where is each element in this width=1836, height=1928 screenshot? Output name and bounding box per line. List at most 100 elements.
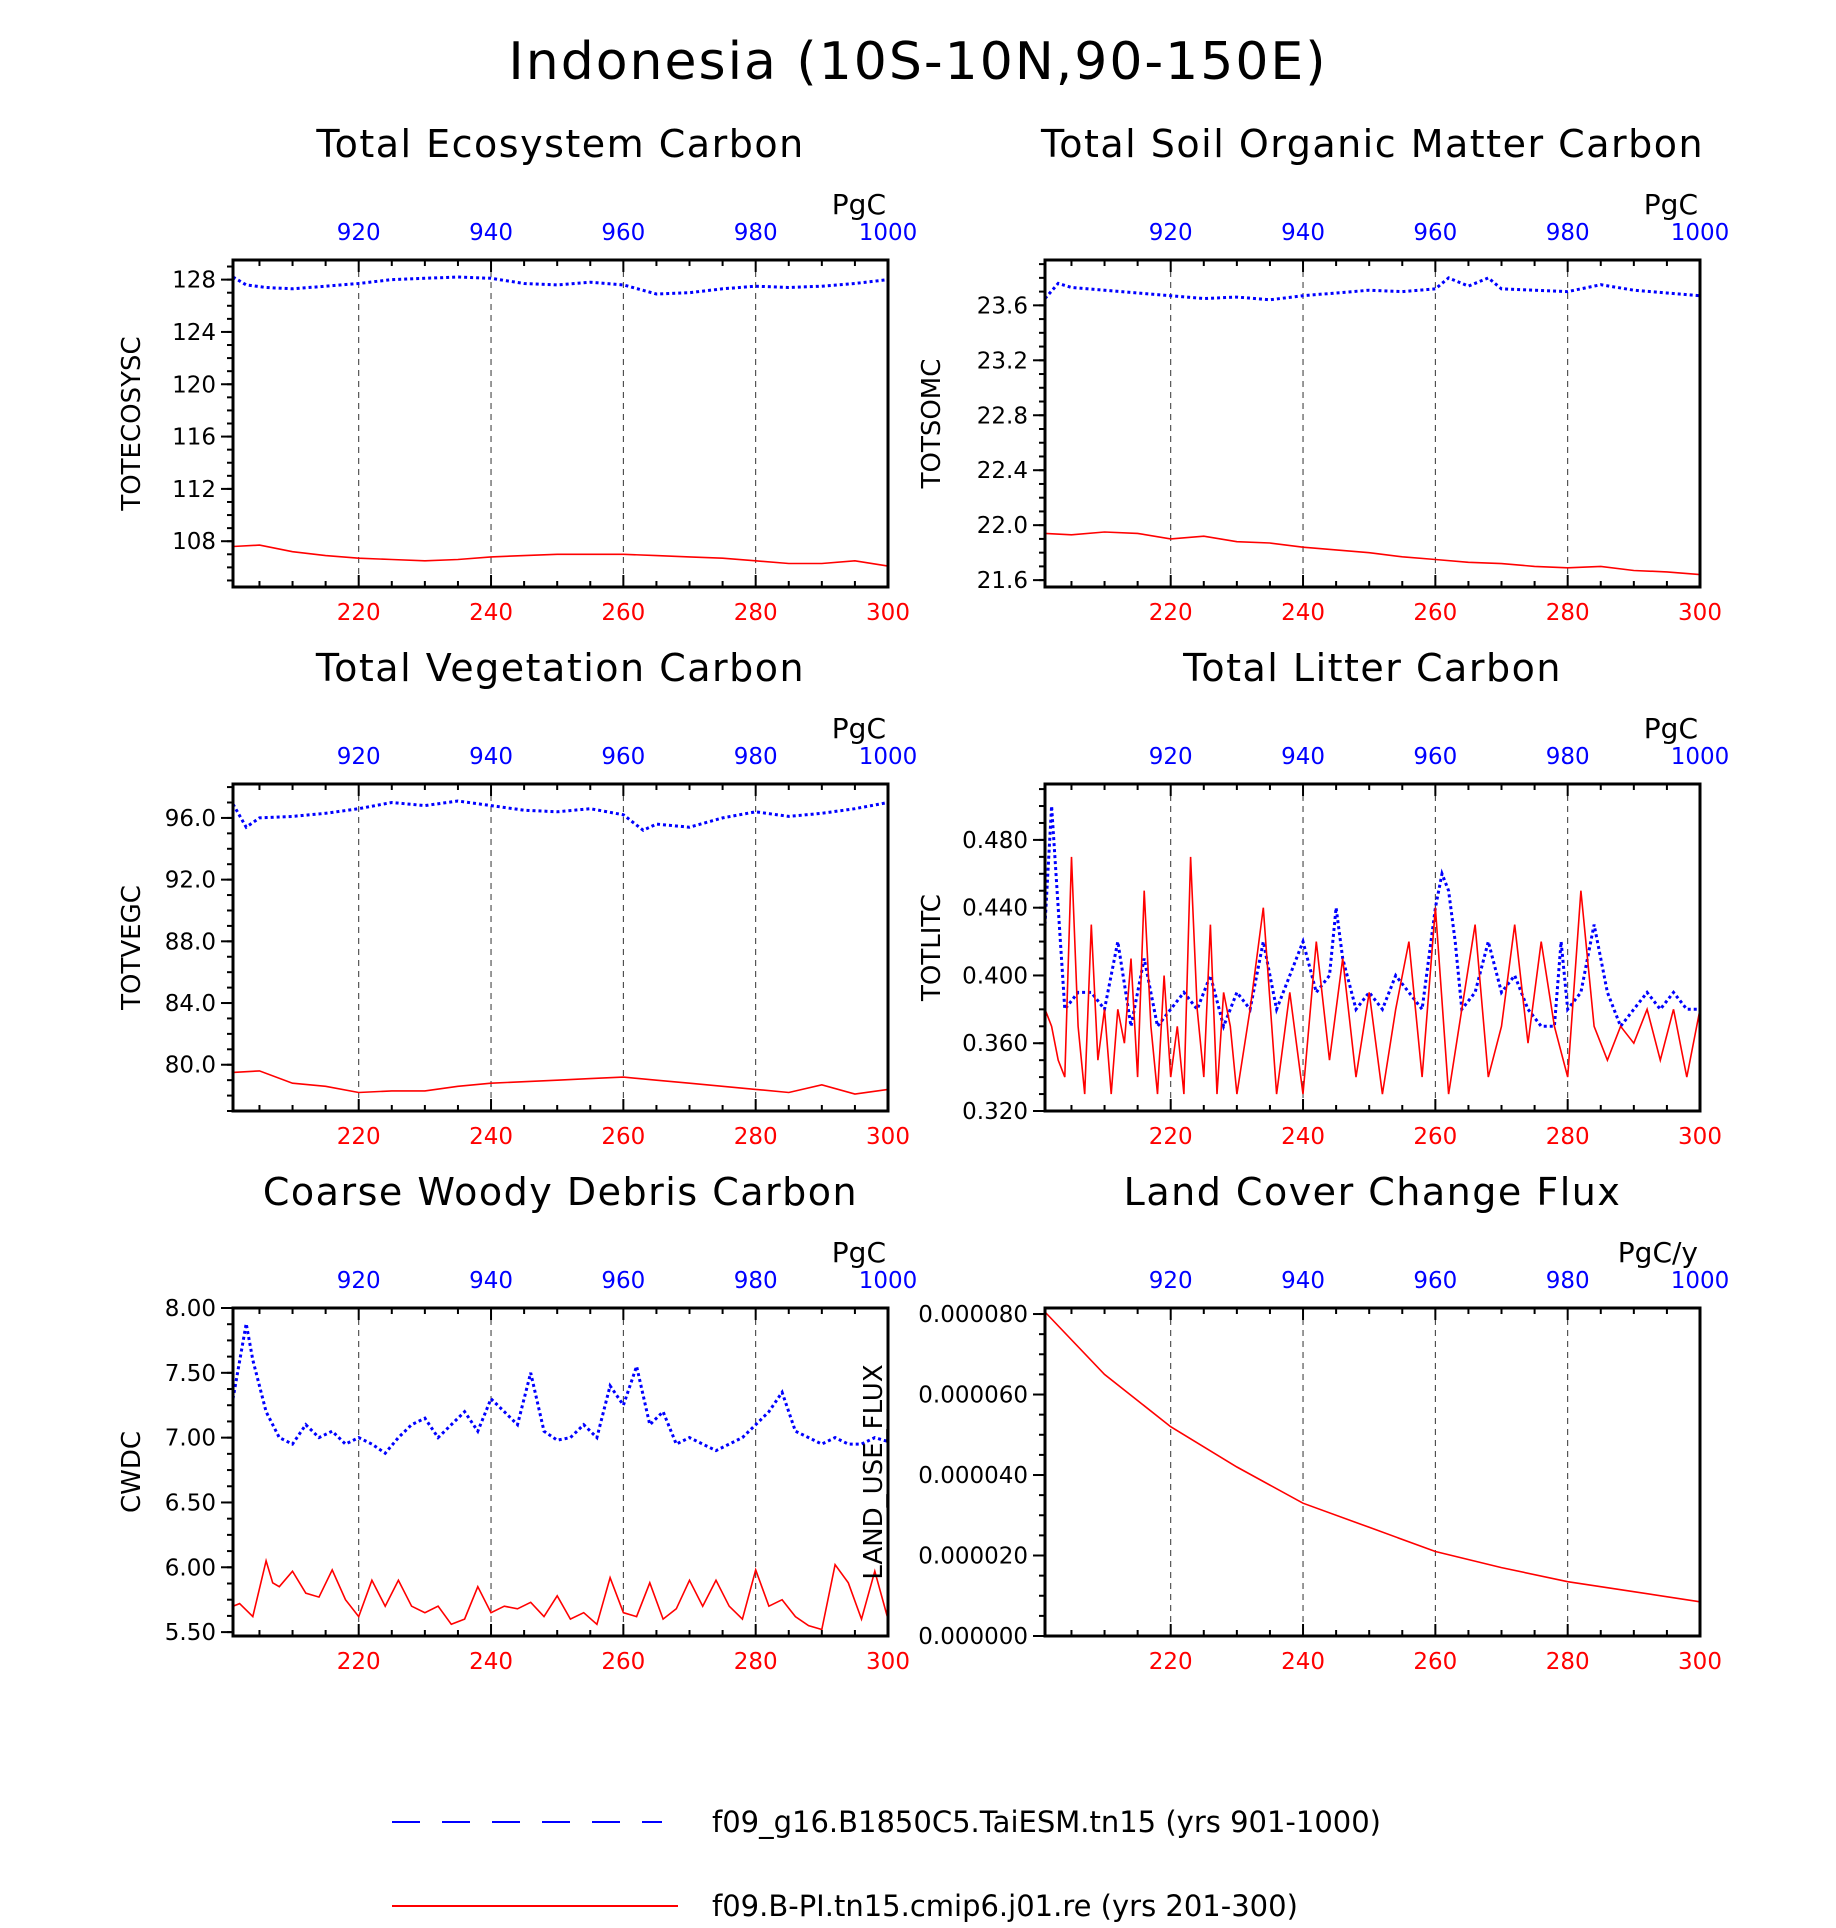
top-x-tick-label: 1000 [1671, 1268, 1730, 1294]
y-tick-label: 108 [172, 529, 216, 555]
plot-frame [1043, 258, 1702, 589]
legend-item-red: f09.B-PI.tn15.cmip6.j01.re (yrs 201-300) [392, 1889, 1298, 1923]
y-tick-label: 0.440 [962, 896, 1028, 922]
unit-label: PgC/y [1618, 1236, 1698, 1269]
y-tick-label: 0.000040 [918, 1463, 1028, 1489]
top-x-tick-label: 980 [1546, 1268, 1590, 1294]
y-tick-label: 8.00 [165, 1296, 216, 1322]
y-tick-label: 124 [172, 320, 216, 346]
y-tick-label: 80.0 [165, 1053, 216, 1079]
top-x-tick-label: 960 [601, 1268, 645, 1294]
bottom-x-tick-label: 220 [337, 1649, 381, 1675]
y-tick-label: 22.0 [977, 513, 1028, 539]
y-axis-label: TOTSOMC [917, 359, 947, 490]
plot-frame [231, 782, 890, 1113]
bottom-x-tick-label: 300 [1678, 1649, 1722, 1675]
plot-frame [231, 1306, 890, 1638]
y-tick-label: 88.0 [165, 929, 216, 955]
y-tick-label: 92.0 [165, 868, 216, 894]
bottom-x-tick-label: 260 [601, 1124, 645, 1150]
blue-series-line [231, 1323, 889, 1456]
blue-series-line [1043, 276, 1701, 302]
figure-title: Indonesia (10S-10N,90-150E) [508, 32, 1327, 92]
top-x-tick-label: 960 [601, 220, 645, 246]
top-x-tick-label: 960 [601, 744, 645, 770]
chart-title: Total Ecosystem Carbon [315, 122, 804, 166]
y-tick-label: 22.8 [977, 403, 1028, 429]
bottom-x-tick-label: 280 [1546, 600, 1590, 626]
y-tick-label: 23.6 [977, 293, 1028, 319]
y-tick-label: 21.6 [977, 568, 1028, 594]
legend: f09_g16.B1850C5.TaiESM.tn15 (yrs 901-100… [392, 1805, 1381, 1923]
y-tick-label: 0.320 [962, 1099, 1028, 1125]
y-axis-label: TOTVEGC [117, 885, 147, 1011]
y-tick-label: 120 [172, 372, 216, 398]
top-x-tick-label: 960 [1413, 220, 1457, 246]
top-x-tick-label: 1000 [859, 744, 918, 770]
chart-title: Total Vegetation Carbon [315, 646, 805, 690]
top-x-tick-label: 980 [1546, 744, 1590, 770]
top-x-tick-label: 920 [337, 1268, 381, 1294]
y-tick-label: 22.4 [977, 458, 1028, 484]
bottom-x-tick-label: 260 [601, 600, 645, 626]
y-tick-label: 5.50 [165, 1620, 216, 1646]
y-tick-label: 116 [172, 425, 216, 451]
y-tick-label: 112 [172, 477, 216, 503]
red-series-line [232, 1557, 889, 1631]
bottom-x-tick-label: 240 [1281, 1649, 1325, 1675]
y-axis-label: CWDC [117, 1431, 147, 1513]
y-tick-label: 0.400 [962, 963, 1028, 989]
plot-frame [1043, 1306, 1702, 1638]
y-tick-label: 0.000020 [918, 1544, 1028, 1570]
plot-frame [1043, 782, 1702, 1113]
top-x-tick-label: 960 [1413, 744, 1457, 770]
blue-series-line [231, 799, 889, 833]
y-axis-label: TOTLITC [917, 894, 947, 1002]
y-tick-label: 0.000000 [918, 1624, 1028, 1650]
chart-panel-5: 220 240 260 280 300 920 940 960 980 1000 5.50 6.00 6… [117, 1170, 917, 1675]
legend-item-blue: f09_g16.B1850C5.TaiESM.tn15 (yrs 901-100… [392, 1805, 1381, 1839]
unit-label: PgC [1644, 188, 1698, 221]
y-tick-label: 6.50 [165, 1490, 216, 1516]
bottom-x-tick-label: 220 [1149, 1649, 1193, 1675]
y-tick-label: 6.00 [165, 1555, 216, 1581]
bottom-x-tick-label: 280 [734, 600, 778, 626]
blue-series-line [232, 275, 889, 296]
bottom-x-tick-label: 280 [1546, 1124, 1590, 1150]
bottom-x-tick-label: 280 [734, 1124, 778, 1150]
top-x-tick-label: 940 [469, 220, 513, 246]
chart-panel-1: 220 240 260 280 300 920 940 960 980 1000 108 112 116… [117, 122, 917, 626]
bottom-x-tick-label: 240 [469, 1649, 513, 1675]
bottom-x-tick-label: 300 [866, 600, 910, 626]
unit-label: PgC [1644, 712, 1698, 745]
y-tick-label: 0.000080 [918, 1302, 1028, 1328]
top-x-tick-label: 920 [337, 220, 381, 246]
red-series-line [1044, 856, 1701, 1095]
red-series-line [232, 544, 889, 567]
y-tick-label: 128 [172, 268, 216, 294]
y-tick-label: 7.50 [165, 1361, 216, 1387]
top-x-tick-label: 1000 [1671, 744, 1730, 770]
chart-panel-3: 220 240 260 280 300 920 940 960 980 1000 80.0 84.0 8… [117, 646, 917, 1150]
top-x-tick-label: 920 [1149, 220, 1193, 246]
bottom-x-tick-label: 280 [734, 1649, 778, 1675]
y-axis-label: LAND_USE_FLUX [859, 1364, 889, 1579]
y-tick-label: 0.360 [962, 1031, 1028, 1057]
y-tick-label: 7.00 [165, 1426, 216, 1452]
top-x-tick-label: 1000 [1671, 220, 1730, 246]
bottom-x-tick-label: 260 [1413, 600, 1457, 626]
bottom-x-tick-label: 300 [866, 1124, 910, 1150]
bottom-x-tick-label: 240 [1281, 1124, 1325, 1150]
bottom-x-tick-label: 280 [1546, 1649, 1590, 1675]
chart-title: Total Soil Organic Matter Carbon [1040, 122, 1704, 166]
red-series-line [1044, 1311, 1701, 1603]
bottom-x-tick-label: 220 [337, 1124, 381, 1150]
bottom-x-tick-label: 240 [1281, 600, 1325, 626]
top-x-tick-label: 920 [1149, 1268, 1193, 1294]
bottom-x-tick-label: 220 [1149, 1124, 1193, 1150]
top-x-tick-label: 960 [1413, 1268, 1457, 1294]
chart-title: Coarse Woody Debris Carbon [263, 1170, 858, 1214]
bottom-x-tick-label: 220 [1149, 600, 1193, 626]
top-x-tick-label: 980 [734, 220, 778, 246]
